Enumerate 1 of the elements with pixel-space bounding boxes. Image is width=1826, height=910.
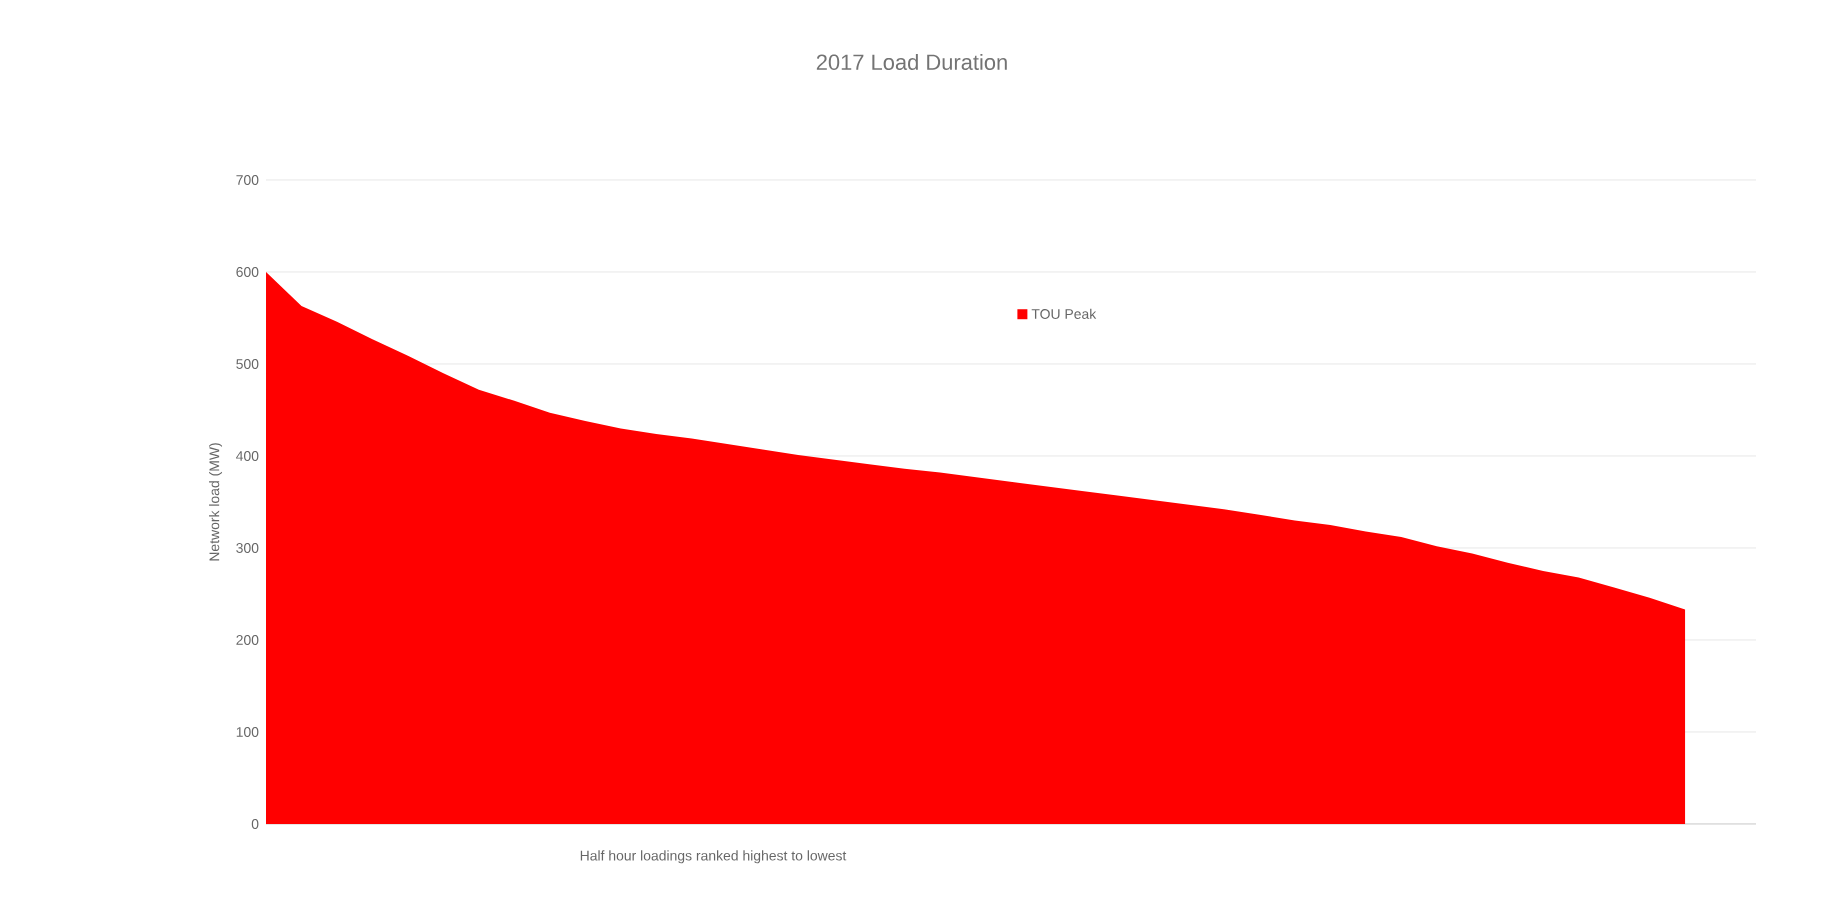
chart-title: 2017 Load Duration bbox=[816, 53, 1007, 71]
